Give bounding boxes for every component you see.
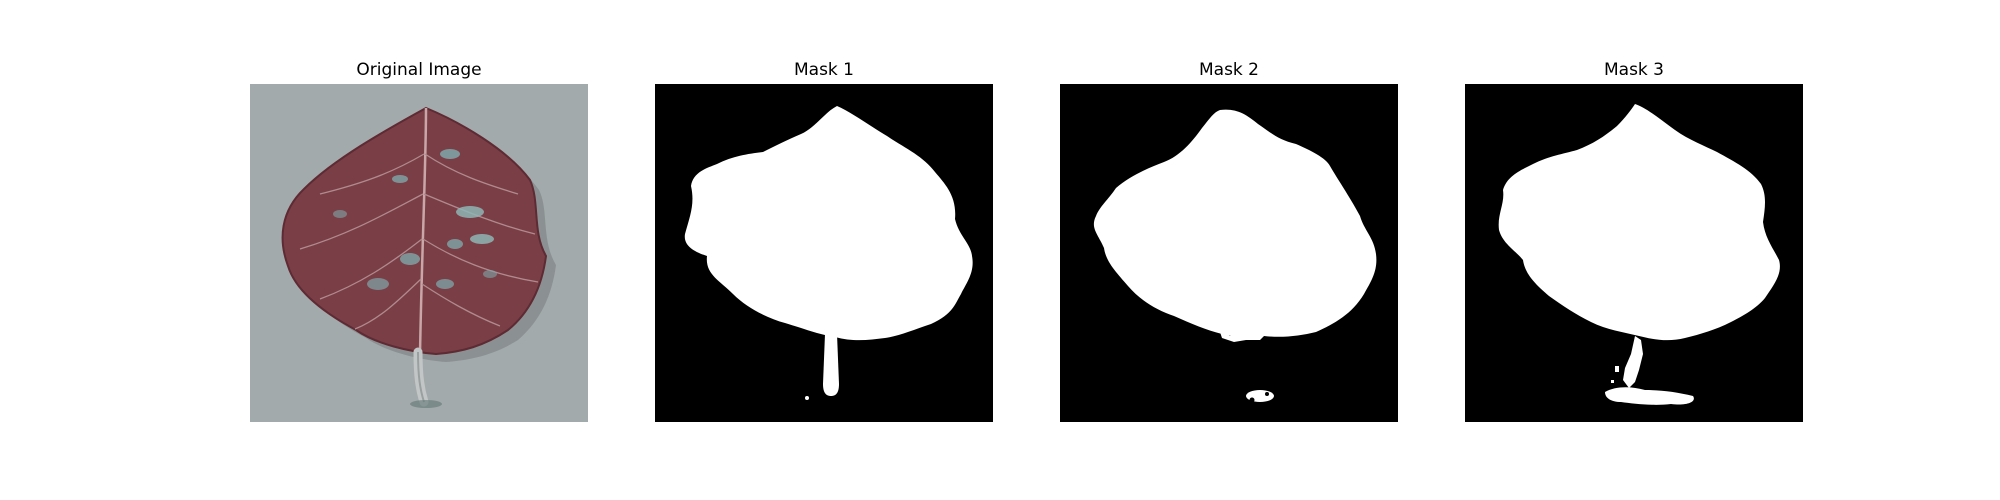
mask-1-panel: Mask 1 — [655, 60, 993, 422]
mask-1-image — [655, 84, 993, 422]
mask-3-title: Mask 3 — [1603, 60, 1664, 80]
mask-2-panel: Mask 2 — [1060, 60, 1398, 422]
mask-2-image — [1060, 84, 1398, 422]
original-image-title: Original Image — [356, 60, 482, 80]
original-leaf-photo — [250, 84, 588, 422]
mask-2-title: Mask 2 — [1198, 60, 1259, 80]
original-image-panel: Original Image — [250, 60, 588, 422]
mask-3-image — [1465, 84, 1803, 422]
mask-1-title: Mask 1 — [793, 60, 854, 80]
mask-3-panel: Mask 3 — [1465, 60, 1803, 422]
